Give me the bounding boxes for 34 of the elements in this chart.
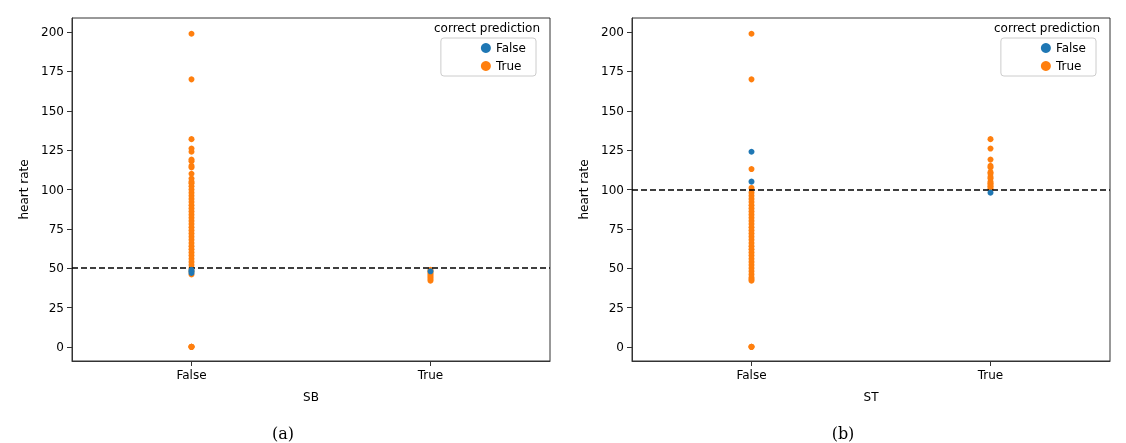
y-tick-label: 125 (601, 143, 624, 158)
y-tick-label: 175 (41, 64, 64, 79)
y-tick-label: 125 (41, 143, 64, 158)
y-axis-title: heart rate (577, 159, 591, 220)
legend-label: False (1055, 41, 1086, 55)
y-tick-label: 175 (601, 64, 624, 79)
legend-title: correct prediction (993, 21, 1101, 35)
y-tick-label: 200 (601, 25, 624, 40)
y-axis-title: heart rate (17, 159, 31, 220)
y-tick-label: 50 (608, 261, 624, 276)
y-tick-label: 100 (41, 182, 64, 197)
legend-label: True (494, 59, 522, 73)
y-tick-label: 150 (41, 103, 64, 118)
x-tick-label: False (176, 368, 207, 382)
y-tick-label: 25 (608, 300, 624, 315)
y-tick-label: 200 (41, 25, 64, 40)
y-tick-label: 75 (608, 221, 624, 236)
y-tick-label: 0 (616, 339, 624, 354)
text: (b) (831, 423, 855, 443)
x-axis-title: ST (863, 390, 880, 404)
legend-label: True (1054, 59, 1082, 73)
y-tick-label: 75 (48, 221, 64, 236)
legend-title: correct prediction (433, 21, 541, 35)
x-tick-label: True (416, 368, 444, 382)
x-axis-title: SB (303, 390, 319, 404)
y-tick-label: 50 (48, 261, 64, 276)
y-tick-label: 0 (56, 339, 64, 354)
y-tick-label: 150 (601, 103, 624, 118)
y-tick-label: 25 (48, 300, 64, 315)
y-tick-label: 100 (601, 182, 624, 197)
text: (a) (271, 423, 295, 443)
x-tick-label: False (736, 368, 767, 382)
x-tick-label: True (976, 368, 1004, 382)
legend-label: False (495, 41, 526, 55)
